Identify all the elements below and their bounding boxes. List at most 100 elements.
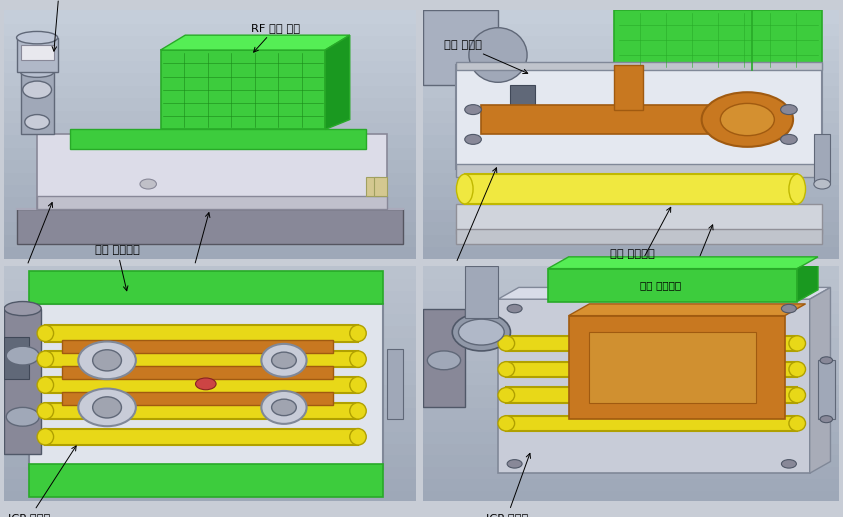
Circle shape (820, 416, 833, 423)
Bar (456, 164, 822, 177)
Ellipse shape (469, 28, 527, 82)
Polygon shape (17, 209, 403, 244)
Bar (423, 309, 464, 407)
Bar (4, 97, 416, 110)
Bar (4, 313, 416, 325)
Bar (366, 177, 379, 196)
Bar (498, 299, 809, 473)
Bar (423, 431, 839, 443)
Ellipse shape (37, 429, 54, 445)
Text: ICP 안테나: ICP 안테나 (8, 446, 76, 517)
Polygon shape (498, 287, 830, 299)
Bar (4, 278, 416, 290)
Ellipse shape (789, 388, 806, 403)
Polygon shape (70, 129, 366, 149)
Bar (4, 490, 416, 501)
Circle shape (459, 319, 504, 345)
Bar (423, 466, 839, 478)
Circle shape (720, 103, 775, 135)
Bar (423, 396, 839, 407)
Bar (17, 38, 57, 72)
Bar (4, 35, 416, 48)
Bar (4, 172, 416, 184)
Bar (4, 396, 416, 407)
Ellipse shape (271, 352, 296, 369)
Bar (464, 174, 797, 204)
Bar (4, 301, 416, 313)
Bar (387, 348, 403, 419)
Text: 가변 캐패시터: 가변 캐패시터 (610, 250, 655, 260)
Bar (423, 134, 839, 147)
Bar (62, 392, 333, 405)
Bar (4, 372, 416, 384)
Bar (4, 221, 416, 234)
Text: 가변 캐패시터: 가변 캐패시터 (94, 245, 140, 291)
Ellipse shape (261, 344, 307, 377)
Bar (548, 269, 797, 301)
Ellipse shape (498, 362, 514, 377)
Ellipse shape (37, 403, 54, 419)
Bar (4, 454, 416, 466)
Bar (423, 35, 839, 48)
Bar (423, 278, 839, 290)
Bar (4, 110, 416, 122)
Bar (507, 336, 797, 351)
Circle shape (820, 357, 833, 364)
Bar (423, 221, 839, 234)
Ellipse shape (17, 32, 57, 44)
Bar (423, 209, 839, 221)
Bar (481, 104, 714, 134)
Circle shape (507, 305, 522, 313)
Bar (423, 10, 839, 23)
Bar (818, 360, 835, 419)
Ellipse shape (789, 416, 806, 431)
Circle shape (427, 351, 460, 370)
Bar (4, 419, 416, 431)
Ellipse shape (37, 325, 54, 342)
Bar (423, 10, 498, 85)
Bar (46, 403, 358, 419)
Bar (4, 72, 416, 85)
Bar (423, 384, 839, 396)
Bar (423, 85, 839, 97)
Bar (423, 172, 839, 184)
Bar (423, 290, 839, 301)
Bar (456, 204, 822, 234)
Text: 진공 실링부: 진공 실링부 (444, 40, 528, 73)
Bar (21, 72, 54, 134)
Bar (423, 246, 839, 258)
Polygon shape (37, 134, 387, 209)
Polygon shape (160, 35, 350, 50)
Text: ICP 안테나: ICP 안테나 (486, 453, 530, 517)
Bar (4, 10, 416, 23)
Circle shape (196, 378, 216, 390)
Text: 안테나 영역 진공용 터보펌프: 안테나 영역 진공용 터보펌프 (13, 0, 106, 51)
Bar (507, 387, 797, 403)
Circle shape (6, 407, 39, 426)
Bar (423, 196, 839, 209)
Bar (4, 196, 416, 209)
Bar (4, 184, 416, 196)
Ellipse shape (789, 362, 806, 377)
Bar (4, 384, 416, 396)
Ellipse shape (78, 342, 136, 379)
Bar (589, 332, 755, 403)
Bar (464, 266, 498, 318)
Circle shape (701, 92, 793, 147)
Bar (4, 234, 416, 246)
Bar (423, 419, 839, 431)
Bar (4, 407, 416, 419)
Polygon shape (569, 304, 806, 316)
Bar (37, 196, 387, 209)
Polygon shape (797, 257, 818, 301)
Bar (423, 147, 839, 159)
Bar (4, 246, 416, 258)
Polygon shape (548, 257, 818, 269)
Polygon shape (809, 287, 830, 473)
Bar (4, 337, 29, 379)
Bar (29, 271, 383, 304)
Bar (4, 23, 416, 35)
Circle shape (781, 104, 797, 115)
Bar (423, 159, 839, 172)
Bar (456, 65, 822, 169)
